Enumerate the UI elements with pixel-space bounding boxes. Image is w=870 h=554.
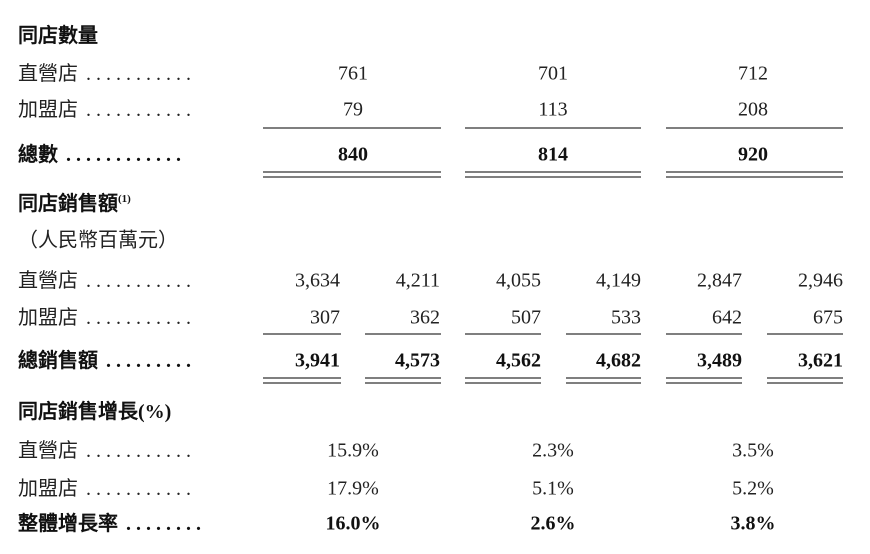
cell-value: 840: [338, 144, 368, 166]
leader-dots: . . . . . . . . . . .: [86, 478, 191, 500]
label-text: 整體增長率: [17, 511, 118, 535]
cell-value: 2.6%: [531, 513, 576, 535]
cell-value: 3,941: [295, 350, 340, 372]
cell-value: 701: [538, 63, 568, 85]
section-subtitle: （人民幣百萬元）: [18, 229, 178, 252]
row-label: 加盟店 . . . . . . . . . . .: [18, 306, 191, 329]
cell-value: 761: [338, 63, 368, 85]
cell-value: 208: [738, 99, 768, 121]
label-text: 總銷售額: [18, 348, 98, 372]
label-text: 加盟店: [18, 98, 78, 121]
cell-value: 533: [611, 307, 641, 329]
row-label: 直營店 . . . . . . . . . . .: [18, 62, 191, 85]
row-label: 直營店 . . . . . . . . . . .: [18, 269, 191, 292]
cell-value: 3,489: [697, 350, 742, 372]
row-label: 整體增長率 . . . . . . . .: [17, 511, 201, 535]
cell-value: 2.3%: [532, 440, 574, 462]
cell-value: 675: [813, 307, 843, 329]
cell-value: 507: [511, 307, 541, 329]
cell-value: 5.1%: [532, 478, 574, 500]
cell-value: 2,847: [697, 270, 742, 292]
cell-value: 17.9%: [327, 478, 379, 500]
cell-value: 3,634: [295, 270, 340, 292]
label-text: 加盟店: [18, 306, 78, 329]
cell-value: 642: [712, 307, 742, 329]
row-label: 總銷售額 . . . . . . . . .: [18, 348, 191, 372]
row-label: 直營店 . . . . . . . . . . .: [18, 439, 191, 462]
cell-value: 307: [310, 307, 340, 329]
cell-value: 362: [410, 307, 440, 329]
section-title: 同店數量: [18, 24, 98, 47]
leader-dots: . . . . . . . . . . .: [86, 63, 191, 85]
cell-value: 2,946: [798, 270, 843, 292]
cell-value: 920: [738, 144, 768, 166]
label-text: 直營店: [18, 439, 78, 462]
label-text: 直營店: [18, 269, 78, 292]
leader-dots: . . . . . . . . .: [106, 350, 191, 372]
title-text: 同店銷售額: [18, 191, 118, 215]
cell-value: 712: [738, 63, 768, 85]
leader-dots: . . . . . . . . . . .: [86, 99, 191, 121]
cell-value: 16.0%: [326, 513, 381, 535]
row-label: 總數 . . . . . . . . . . . .: [18, 142, 181, 166]
cell-value: 4,149: [596, 270, 641, 292]
row-label: 加盟店 . . . . . . . . . . .: [18, 477, 191, 500]
cell-value: 4,562: [496, 350, 541, 372]
leader-dots: . . . . . . . . . . .: [86, 440, 191, 462]
title-text: 同店銷售增長(%): [18, 399, 171, 423]
label-text: 加盟店: [18, 477, 78, 500]
section-title: 同店銷售增長(%): [18, 399, 171, 423]
cell-value: 814: [538, 144, 568, 166]
cell-value: 113: [538, 99, 567, 121]
cell-value: 79: [343, 99, 363, 121]
title-text: 同店數量: [18, 24, 98, 47]
row-label: 加盟店 . . . . . . . . . . .: [18, 98, 191, 121]
cell-value: 4,055: [496, 270, 541, 292]
cell-value: 4,573: [395, 350, 440, 372]
leader-dots: . . . . . . . . . . .: [86, 270, 191, 292]
cell-value: 3.8%: [731, 513, 776, 535]
label-text: 總數: [18, 142, 58, 166]
cell-value: 4,211: [396, 270, 440, 292]
leader-dots: . . . . . . . . . . .: [86, 307, 191, 329]
cell-value: 3,621: [798, 350, 843, 372]
section-title: 同店銷售額(1): [18, 191, 131, 215]
leader-dots: . . . . . . . .: [126, 513, 201, 535]
leader-dots: . . . . . . . . . . . .: [66, 144, 181, 166]
cell-value: 5.2%: [732, 478, 774, 500]
label-text: 直營店: [18, 62, 78, 85]
cell-value: 15.9%: [327, 440, 379, 462]
cell-value: 4,682: [596, 350, 641, 372]
footnote-ref: (1): [118, 193, 131, 205]
cell-value: 3.5%: [732, 440, 774, 462]
